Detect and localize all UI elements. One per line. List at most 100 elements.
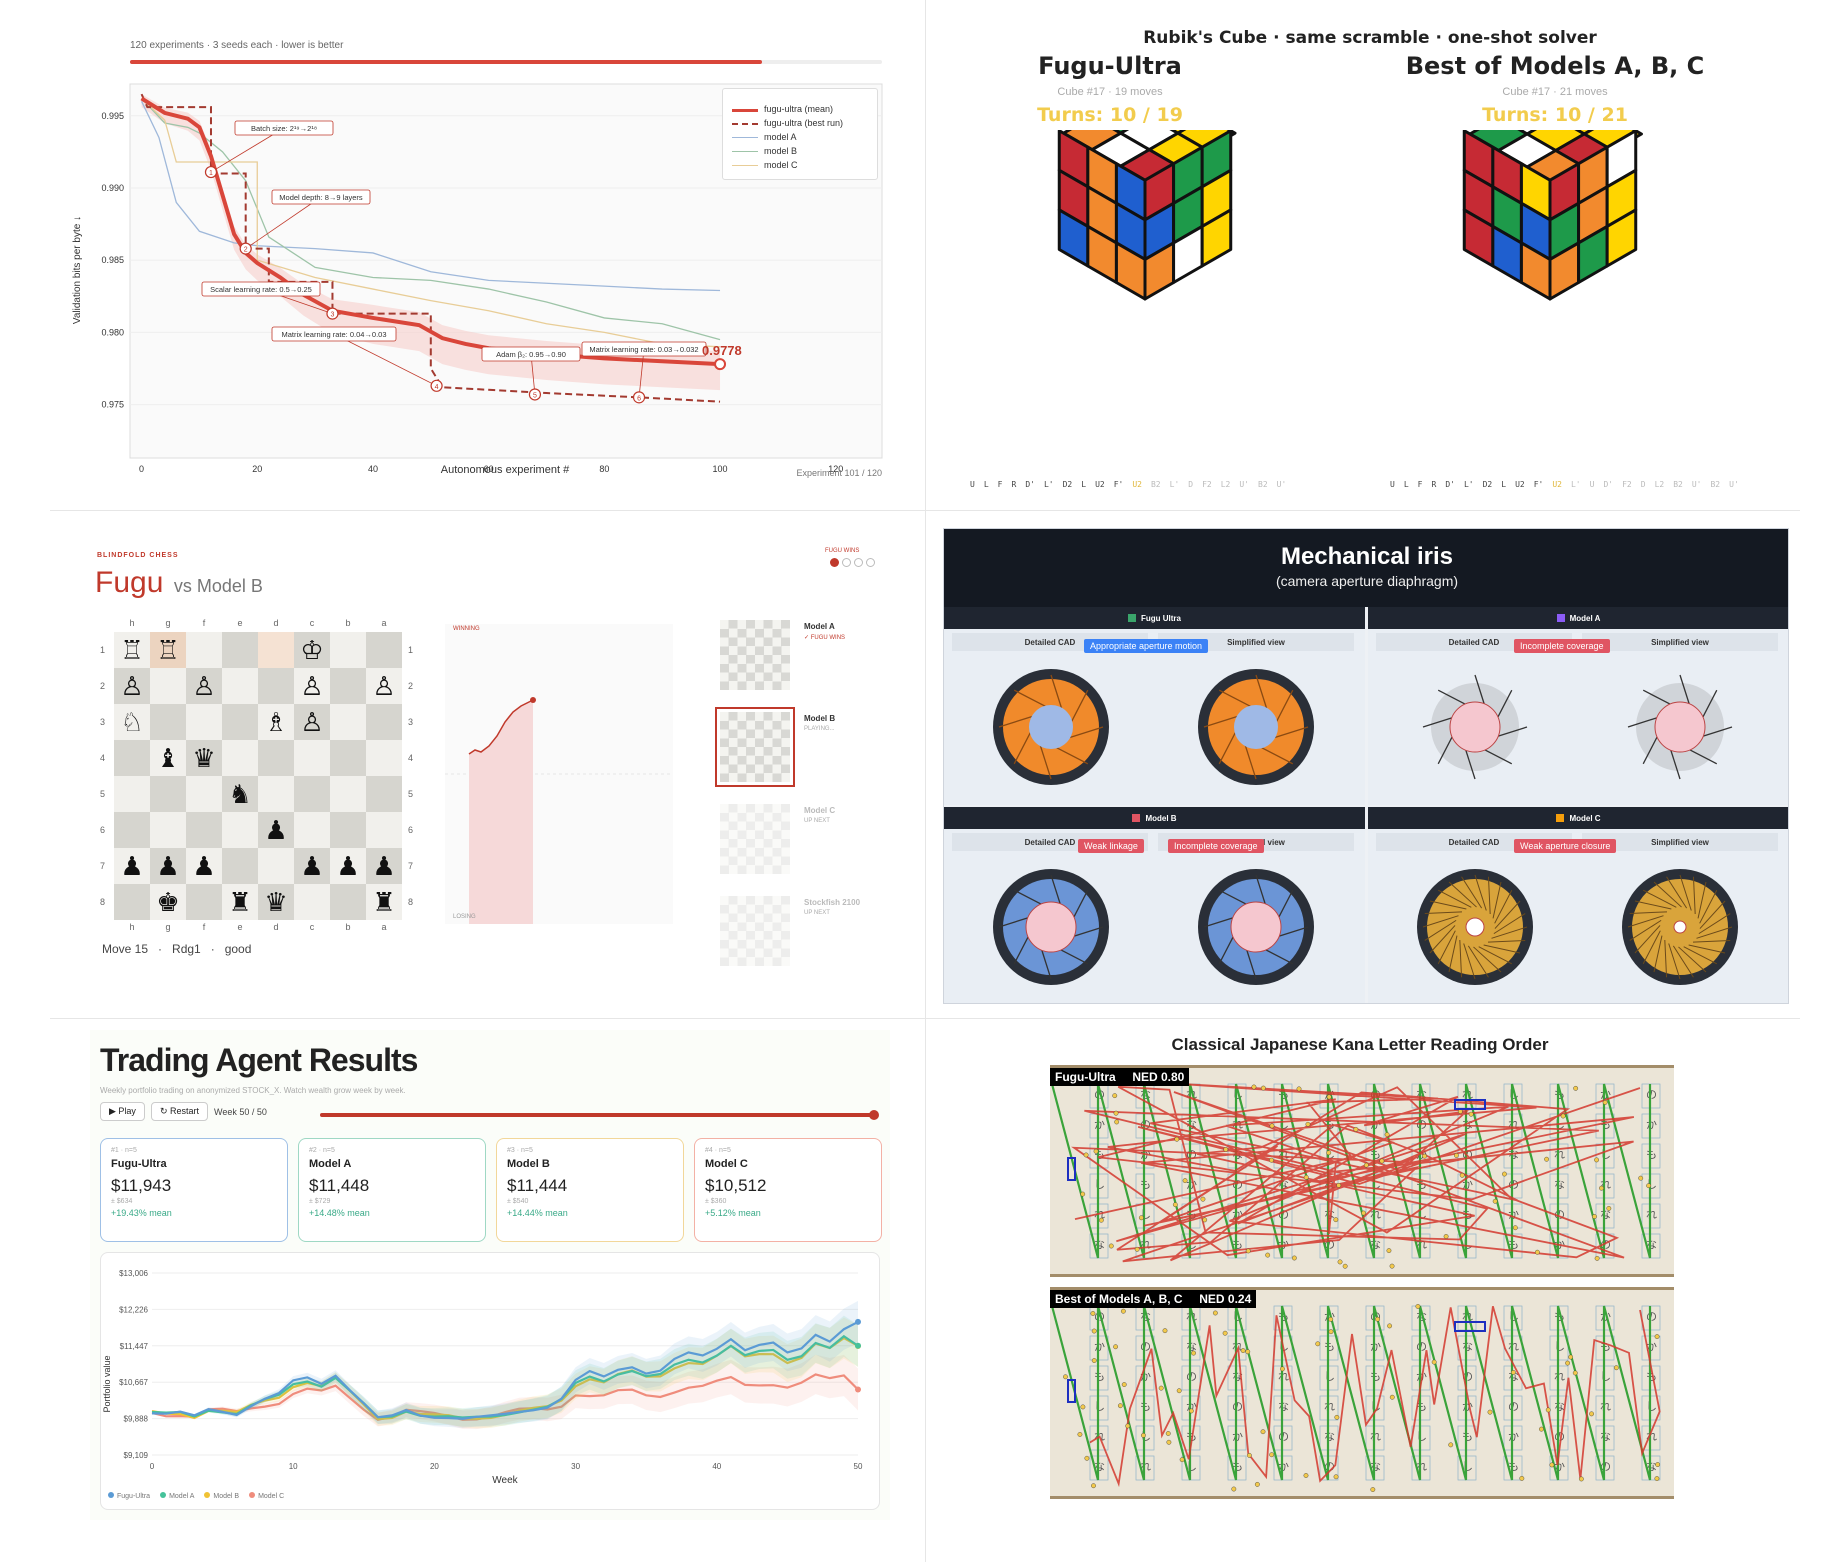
board-square[interactable] xyxy=(258,740,294,776)
board-square[interactable] xyxy=(222,668,258,704)
board-square[interactable]: ♘ xyxy=(114,704,150,740)
kana-glyph: し xyxy=(1600,1148,1611,1161)
board-square[interactable]: ♟ xyxy=(186,848,222,884)
board-square[interactable] xyxy=(366,632,402,668)
board-square[interactable]: ♟ xyxy=(294,848,330,884)
y-tick-label: $11,447 xyxy=(120,1342,149,1351)
board-square[interactable] xyxy=(330,812,366,848)
model-color-swatch xyxy=(1556,814,1565,822)
board-square[interactable]: ♙ xyxy=(294,704,330,740)
board-square[interactable] xyxy=(258,632,294,668)
board-square[interactable] xyxy=(294,812,330,848)
board-square[interactable] xyxy=(294,740,330,776)
opponent-thumbnail[interactable] xyxy=(720,896,790,966)
board-square[interactable]: ♙ xyxy=(186,668,222,704)
iris-blade-edge xyxy=(1259,746,1294,765)
experiment-counter: Experiment 101 / 120 xyxy=(796,468,882,478)
board-square[interactable]: ♛ xyxy=(186,740,222,776)
iris-blade-edge xyxy=(1050,674,1063,711)
board-square[interactable] xyxy=(114,740,150,776)
order-node xyxy=(1337,1259,1343,1265)
x-tick-label: 100 xyxy=(713,464,728,474)
board-square[interactable] xyxy=(186,704,222,740)
board-square[interactable] xyxy=(114,812,150,848)
order-node xyxy=(1202,1217,1208,1223)
board-square[interactable] xyxy=(330,740,366,776)
board-square[interactable]: ♟ xyxy=(366,848,402,884)
chess-piece: ♞ xyxy=(228,779,252,809)
play-button[interactable]: ▶ Play xyxy=(100,1102,145,1121)
opponent-thumbnail[interactable] xyxy=(720,620,790,690)
result-card[interactable]: #1 · n=5 Fugu-Ultra $11,943 ± $634 +19.43% m… xyxy=(100,1138,288,1242)
board-square[interactable] xyxy=(186,884,222,920)
annotation-box xyxy=(481,346,581,362)
board-square[interactable] xyxy=(114,776,150,812)
file-label: c xyxy=(309,618,315,628)
board-square[interactable]: ♖ xyxy=(114,632,150,668)
board-square[interactable]: ♟ xyxy=(150,848,186,884)
opponent-status: ✓ FUGU WINS xyxy=(804,635,846,641)
board-square[interactable] xyxy=(186,632,222,668)
board-square[interactable] xyxy=(186,812,222,848)
result-card[interactable]: #4 · n=5 Model C $10,512 ± $360 +5.12% mean xyxy=(694,1138,882,1242)
board-square[interactable] xyxy=(186,776,222,812)
board-square[interactable] xyxy=(258,668,294,704)
board-square[interactable]: ♖ xyxy=(150,632,186,668)
board-square[interactable]: ♙ xyxy=(114,668,150,704)
board-square[interactable]: ♛ xyxy=(258,884,294,920)
iris-blade-edge xyxy=(1203,715,1240,728)
result-card[interactable]: #3 · n=5 Model B $11,444 ± $540 +14.44% mean xyxy=(496,1138,684,1242)
order-node xyxy=(1223,1147,1229,1152)
board-square[interactable] xyxy=(114,884,150,920)
board-square[interactable] xyxy=(150,704,186,740)
board-square[interactable] xyxy=(150,776,186,812)
order-node xyxy=(1613,1365,1619,1371)
board-square[interactable] xyxy=(150,812,186,848)
board-square[interactable] xyxy=(222,632,258,668)
week-slider[interactable] xyxy=(320,1113,873,1117)
board-square[interactable] xyxy=(294,776,330,812)
board-square[interactable] xyxy=(330,776,366,812)
restart-button[interactable]: ↻ Restart xyxy=(150,1102,208,1121)
board-square[interactable] xyxy=(222,704,258,740)
board-square[interactable]: ♝ xyxy=(150,740,186,776)
board-square[interactable]: ♙ xyxy=(294,668,330,704)
board-square[interactable] xyxy=(366,704,402,740)
board-square[interactable] xyxy=(330,884,366,920)
card-value: $11,943 xyxy=(111,1176,172,1195)
board-square[interactable]: ♜ xyxy=(222,884,258,920)
board-square[interactable]: ♙ xyxy=(366,668,402,704)
board-square[interactable] xyxy=(222,740,258,776)
board-square[interactable]: ♟ xyxy=(330,848,366,884)
board-square[interactable]: ♗ xyxy=(258,704,294,740)
kana-glyph: し xyxy=(1324,1370,1335,1383)
board-square[interactable]: ♟ xyxy=(114,848,150,884)
board-square[interactable] xyxy=(330,704,366,740)
board-square[interactable] xyxy=(222,812,258,848)
kana-glyph: も xyxy=(1370,1370,1381,1383)
opponent-thumbnail[interactable] xyxy=(715,707,795,787)
kana-glyph: な xyxy=(1186,1340,1197,1353)
board-square[interactable] xyxy=(366,776,402,812)
board-square[interactable] xyxy=(294,884,330,920)
file-label: e xyxy=(237,618,243,628)
board-square[interactable] xyxy=(330,632,366,668)
board-square[interactable] xyxy=(330,668,366,704)
board-square[interactable] xyxy=(366,812,402,848)
board-square[interactable]: ♟ xyxy=(258,812,294,848)
board-square[interactable] xyxy=(366,740,402,776)
kana-image-bottom: のかもしれなかもしれなのもしれなのかしれなのかもれなのかもしなのかもしれのかもし… xyxy=(1050,1287,1674,1499)
board-square[interactable] xyxy=(258,776,294,812)
board-square[interactable]: ♔ xyxy=(294,632,330,668)
board-square[interactable]: ♞ xyxy=(222,776,258,812)
week-slider-handle[interactable] xyxy=(869,1110,879,1120)
iris-aperture xyxy=(1234,705,1278,749)
board-square[interactable]: ♜ xyxy=(366,884,402,920)
result-card[interactable]: #2 · n=5 Model A $11,448 ± $729 +14.48% mean xyxy=(298,1138,486,1242)
opponent-thumbnail[interactable] xyxy=(720,804,790,874)
board-square[interactable]: ♚ xyxy=(150,884,186,920)
board-square[interactable] xyxy=(258,848,294,884)
iris-blade-edge xyxy=(1448,935,1458,973)
board-square[interactable] xyxy=(222,848,258,884)
board-square[interactable] xyxy=(150,668,186,704)
